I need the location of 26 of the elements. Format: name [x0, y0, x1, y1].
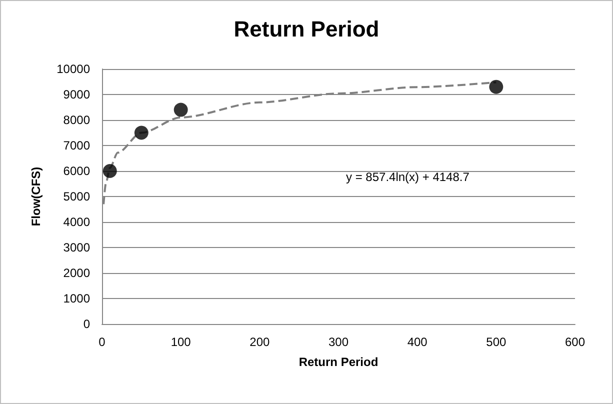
y-tick-label: 9000: [63, 88, 90, 102]
y-tick-label: 1000: [63, 292, 90, 306]
y-tick-label: 3000: [63, 240, 90, 254]
y-axis-title: Flow(CFS): [29, 166, 43, 226]
y-tick-label: 0: [83, 317, 90, 331]
x-tick-label: 300: [328, 335, 349, 349]
x-tick-label: 100: [170, 335, 192, 349]
point: [489, 80, 504, 94]
x-tick-label: 0: [98, 335, 106, 349]
y-tick-label: 2000: [63, 266, 90, 280]
y-tick-label: 10000: [56, 62, 90, 76]
x-tick-label: 200: [250, 335, 270, 349]
y-tick-label: 4000: [63, 215, 90, 229]
point: [174, 102, 188, 117]
x-tick-label: 600: [564, 335, 586, 349]
x-tick-label: 400: [407, 335, 428, 349]
y-tick-label: 5000: [63, 190, 90, 204]
y-tick-label: 8000: [63, 113, 90, 127]
y-tick-label: 6000: [63, 164, 90, 178]
x-axis-title: Return Period: [298, 355, 378, 369]
y-tick-label: 7000: [63, 138, 90, 152]
x-tick-label: 500: [486, 335, 506, 349]
annotation: y = 857.4ln(x) + 4148.7: [346, 170, 470, 184]
point: [102, 164, 117, 178]
chart-title: Return Period: [234, 16, 380, 42]
point: [134, 126, 148, 140]
